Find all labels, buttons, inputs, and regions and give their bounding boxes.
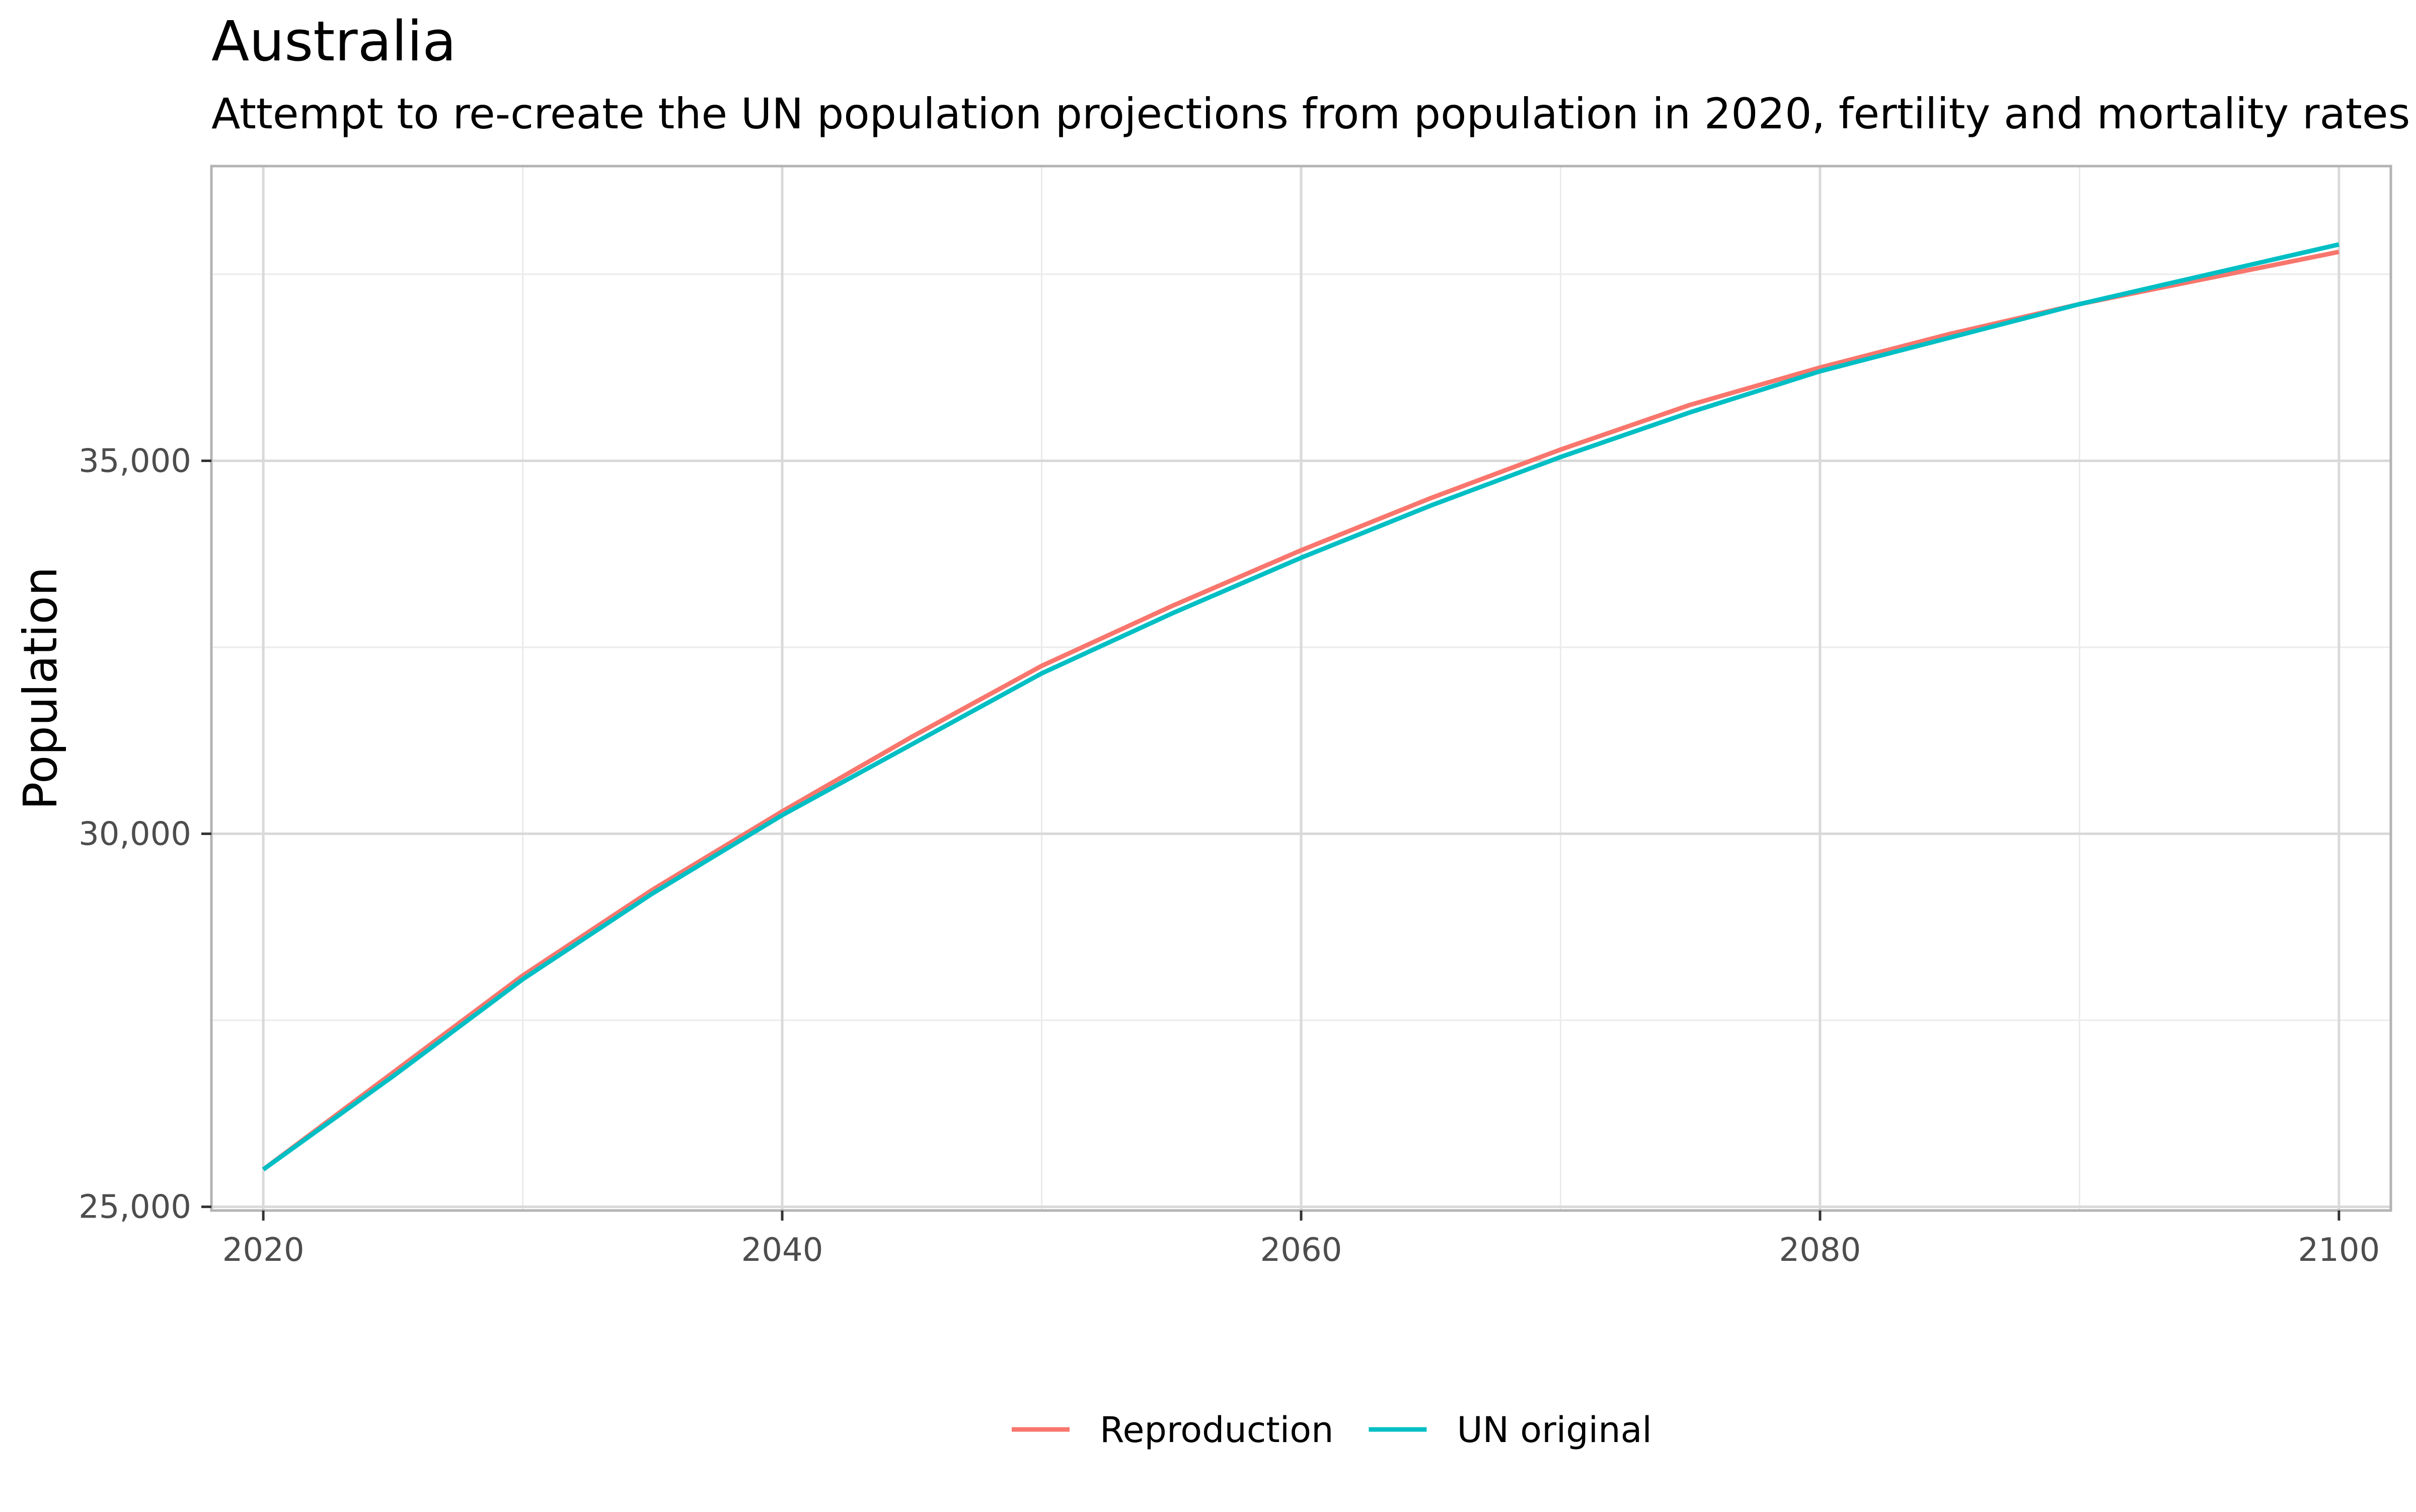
- series-lines: [262, 242, 2339, 1172]
- y-axis-title: Population: [14, 567, 67, 810]
- y-tick-label: 30,000: [79, 816, 191, 853]
- x-tick-label: 2060: [1260, 1232, 1342, 1269]
- series-line-un-original: [262, 242, 2339, 1172]
- x-tick-label: 2080: [1779, 1232, 1861, 1269]
- x-tick-label: 2020: [222, 1232, 305, 1269]
- legend-label-reproduction: Reproduction: [1100, 1409, 1333, 1451]
- chart-subtitle: Attempt to re-create the UN population p…: [211, 89, 2410, 138]
- legend-label-un-original: UN original: [1457, 1409, 1652, 1451]
- y-tick-label: 35,000: [79, 442, 191, 480]
- series-line-reproduction: [262, 249, 2339, 1172]
- x-tick-label: 2040: [741, 1232, 823, 1269]
- major-gridlines: [211, 166, 2391, 1211]
- y-tick-label: 25,000: [79, 1189, 191, 1226]
- axis-ticks: 2020 2040 2060 2080 2100 25,000 30,000 35,000: [79, 442, 2380, 1269]
- chart-title: Australia: [211, 9, 457, 73]
- legend: Reproduction UN original: [1012, 1409, 1652, 1451]
- x-tick-label: 2100: [2298, 1232, 2380, 1269]
